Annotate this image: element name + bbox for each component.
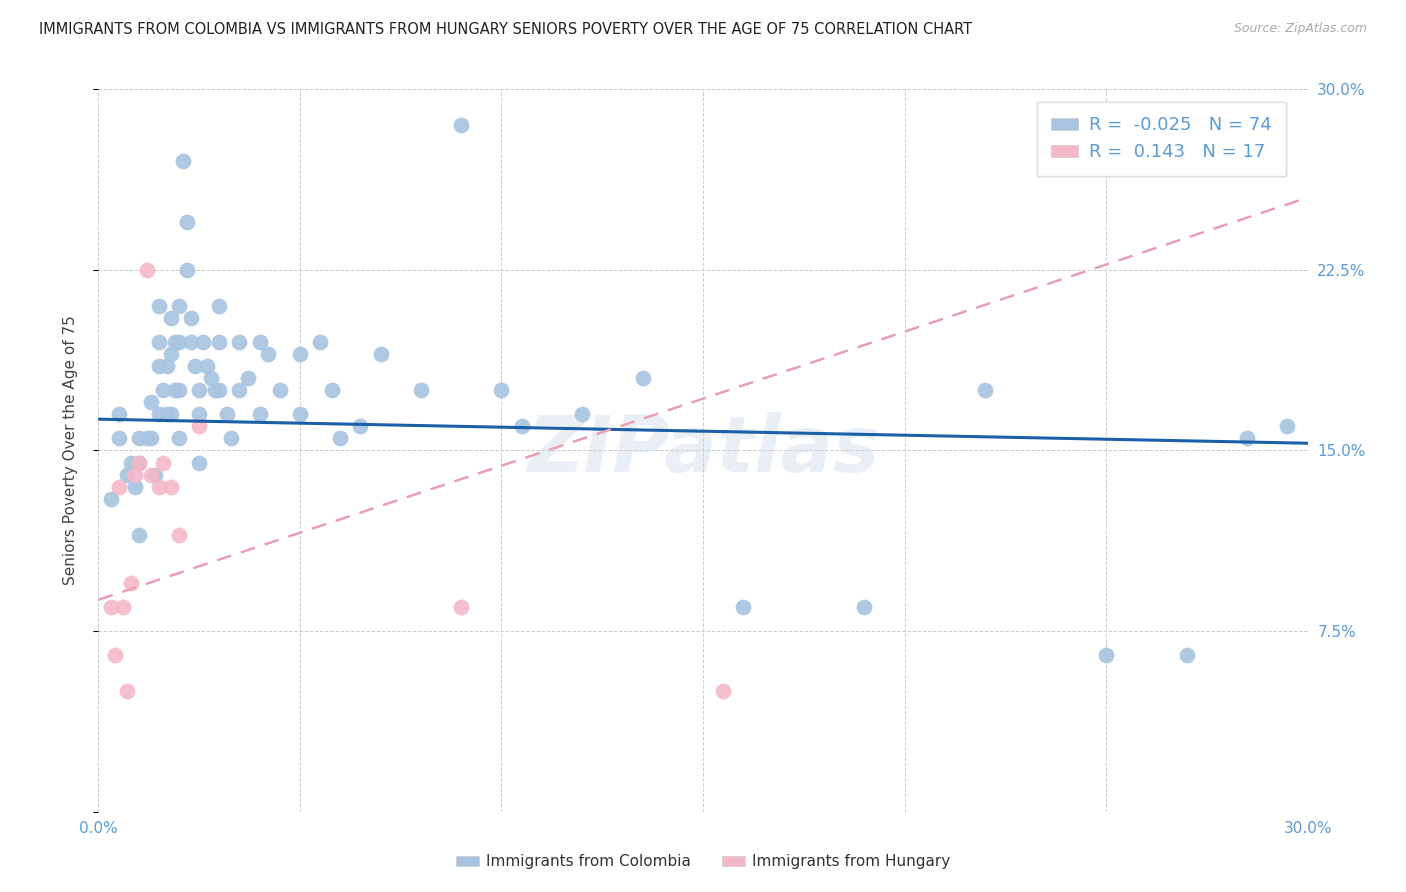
- Point: [167, 299, 190, 313]
- Point: [329, 431, 352, 445]
- Legend: R =  -0.025   N = 74, R =  0.143   N = 17: R = -0.025 N = 74, R = 0.143 N = 17: [1036, 102, 1286, 176]
- Point: [193, 334, 215, 349]
- Point: [269, 384, 291, 398]
- Point: [228, 384, 250, 398]
- Point: [167, 431, 190, 445]
- Point: [139, 395, 162, 409]
- Point: [172, 154, 194, 169]
- Point: [139, 467, 162, 482]
- Point: [135, 431, 157, 445]
- Point: [156, 407, 179, 421]
- Point: [217, 407, 239, 421]
- Point: [100, 599, 122, 614]
- Point: [124, 480, 146, 494]
- Point: [571, 407, 593, 421]
- Point: [152, 384, 174, 398]
- Point: [249, 407, 271, 421]
- Point: [167, 527, 190, 541]
- Text: Source: ZipAtlas.com: Source: ZipAtlas.com: [1233, 22, 1367, 36]
- Text: ZIPatlas: ZIPatlas: [527, 412, 879, 489]
- Legend: Immigrants from Colombia, Immigrants from Hungary: Immigrants from Colombia, Immigrants fro…: [450, 848, 956, 875]
- Point: [188, 407, 211, 421]
- Point: [128, 455, 150, 469]
- Point: [167, 334, 190, 349]
- Point: [107, 407, 129, 421]
- Point: [450, 599, 472, 614]
- Point: [288, 407, 311, 421]
- Point: [180, 310, 202, 325]
- Point: [188, 455, 211, 469]
- Point: [370, 347, 392, 361]
- Point: [1095, 648, 1118, 662]
- Point: [180, 334, 202, 349]
- Point: [139, 431, 162, 445]
- Point: [148, 334, 170, 349]
- Point: [160, 347, 183, 361]
- Point: [107, 431, 129, 445]
- Point: [349, 419, 371, 434]
- Point: [163, 334, 186, 349]
- Point: [221, 431, 243, 445]
- Point: [176, 214, 198, 228]
- Point: [128, 455, 150, 469]
- Point: [204, 384, 226, 398]
- Point: [733, 599, 755, 614]
- Point: [148, 359, 170, 373]
- Point: [236, 371, 259, 385]
- Point: [853, 599, 876, 614]
- Point: [309, 334, 332, 349]
- Point: [510, 419, 533, 434]
- Point: [188, 419, 211, 434]
- Point: [249, 334, 271, 349]
- Point: [148, 407, 170, 421]
- Point: [208, 334, 231, 349]
- Point: [974, 384, 997, 398]
- Point: [184, 359, 207, 373]
- Point: [156, 359, 179, 373]
- Point: [188, 384, 211, 398]
- Point: [195, 359, 218, 373]
- Point: [631, 371, 654, 385]
- Point: [200, 371, 222, 385]
- Point: [321, 384, 343, 398]
- Point: [103, 648, 125, 662]
- Point: [208, 384, 231, 398]
- Point: [1277, 419, 1299, 434]
- Point: [100, 491, 122, 506]
- Point: [409, 384, 432, 398]
- Point: [160, 480, 183, 494]
- Point: [450, 118, 472, 132]
- Point: [107, 480, 129, 494]
- Point: [163, 384, 186, 398]
- Point: [711, 684, 734, 698]
- Point: [128, 431, 150, 445]
- Point: [228, 334, 250, 349]
- Point: [160, 407, 183, 421]
- Point: [148, 480, 170, 494]
- Point: [208, 299, 231, 313]
- Y-axis label: Seniors Poverty Over the Age of 75: Seniors Poverty Over the Age of 75: [63, 316, 77, 585]
- Point: [152, 455, 174, 469]
- Point: [115, 684, 138, 698]
- Point: [288, 347, 311, 361]
- Point: [143, 467, 166, 482]
- Point: [491, 384, 513, 398]
- Point: [176, 262, 198, 277]
- Point: [1236, 431, 1258, 445]
- Point: [135, 262, 157, 277]
- Point: [128, 527, 150, 541]
- Point: [148, 299, 170, 313]
- Point: [167, 384, 190, 398]
- Point: [115, 467, 138, 482]
- Point: [120, 455, 142, 469]
- Point: [1175, 648, 1198, 662]
- Point: [160, 310, 183, 325]
- Point: [120, 576, 142, 591]
- Point: [111, 599, 134, 614]
- Point: [124, 467, 146, 482]
- Point: [256, 347, 278, 361]
- Text: IMMIGRANTS FROM COLOMBIA VS IMMIGRANTS FROM HUNGARY SENIORS POVERTY OVER THE AGE: IMMIGRANTS FROM COLOMBIA VS IMMIGRANTS F…: [39, 22, 973, 37]
